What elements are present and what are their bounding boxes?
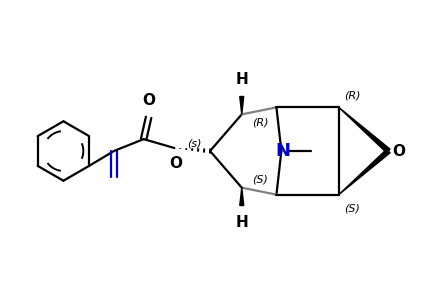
Text: N: N — [275, 142, 290, 160]
Polygon shape — [339, 149, 390, 195]
Text: (R): (R) — [252, 117, 268, 127]
Text: (s): (s) — [187, 138, 201, 148]
Text: O: O — [392, 144, 405, 158]
Text: H: H — [235, 72, 248, 87]
Text: (S): (S) — [344, 204, 359, 214]
Polygon shape — [240, 97, 244, 114]
Polygon shape — [240, 188, 244, 205]
Polygon shape — [339, 107, 390, 153]
Text: O: O — [142, 93, 155, 108]
Text: O: O — [169, 156, 182, 171]
Text: (S): (S) — [252, 175, 267, 185]
Text: H: H — [235, 215, 248, 230]
Text: (R): (R) — [344, 91, 360, 101]
